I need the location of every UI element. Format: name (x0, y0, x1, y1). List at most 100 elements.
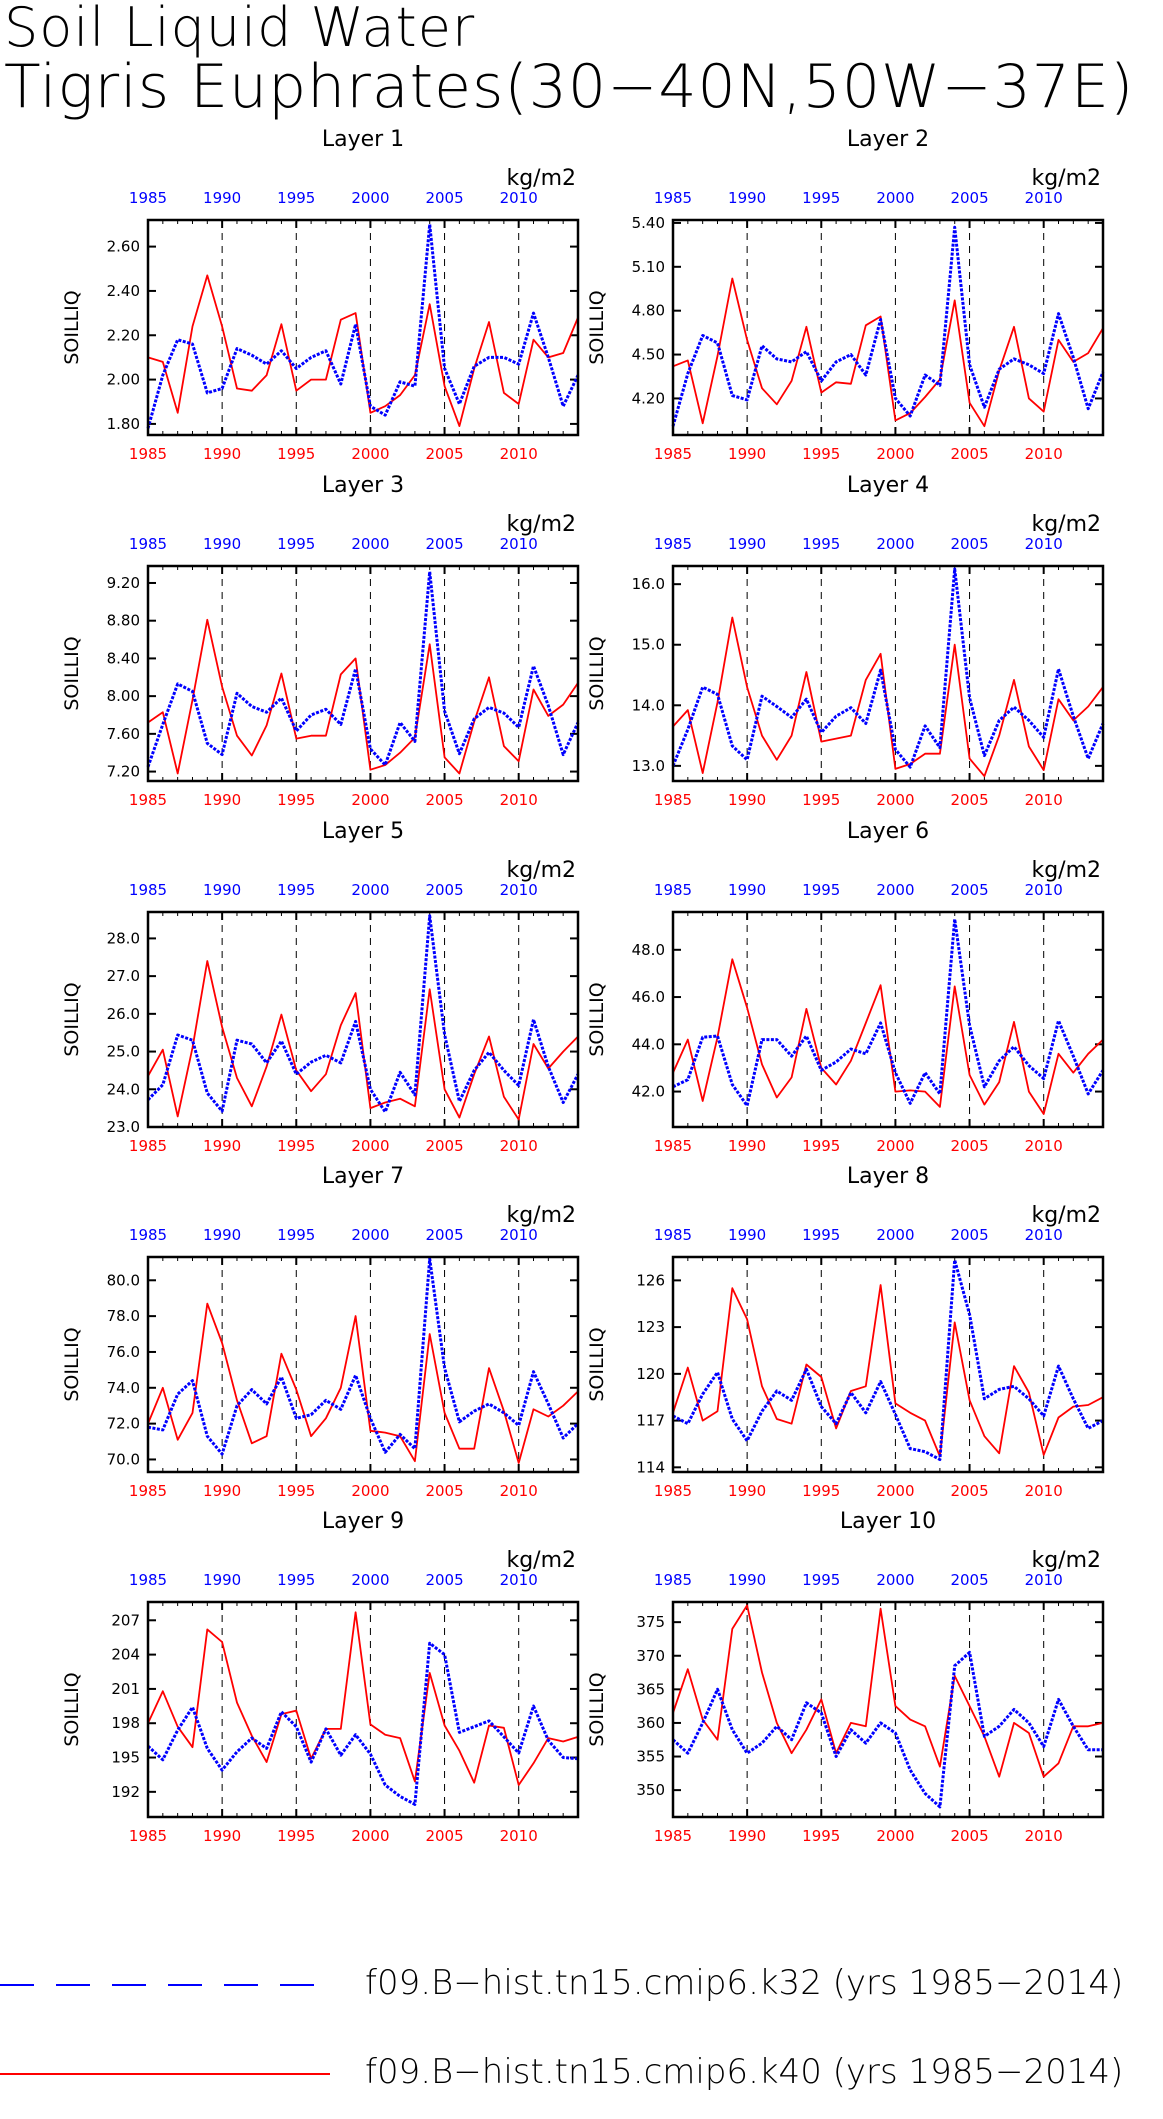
x-tick-label-bottom: 2010 (1025, 445, 1063, 463)
x-tick-label-top: 2010 (500, 881, 538, 899)
x-tick-label-bottom: 2005 (950, 1482, 988, 1500)
panel-title: Layer 2 (847, 127, 929, 152)
panel-title: Layer 7 (322, 1164, 404, 1189)
series-line-k32 (671, 567, 1105, 769)
series-line-k40 (147, 960, 579, 1121)
x-tick-label-bottom: 2010 (1025, 1482, 1063, 1500)
x-tick-label-bottom: 1985 (129, 445, 167, 463)
x-tick-label-top: 2010 (1025, 1571, 1063, 1589)
y-axis-label: SOILLIQ (61, 636, 83, 710)
y-tick-label: 14.0 (632, 696, 665, 714)
y-axis-label: SOILLIQ (586, 636, 608, 710)
panel-layer-5: Layer 5 kg/m2 SOILLIQ 1985 1985 1990 1990 1995 1… (61, 819, 580, 1155)
x-tick-label-bottom: 2010 (500, 1827, 538, 1845)
x-tick-label-top: 2005 (425, 1226, 463, 1244)
series-line-k40 (672, 1604, 1104, 1778)
x-tick-label-top: 2010 (500, 189, 538, 207)
x-tick-label-top: 2000 (876, 535, 914, 553)
y-tick-label: 25.0 (107, 1043, 140, 1061)
legend-label-k40: f09.B−hist.tn15.cmip6.k40 (yrs 1985−2014… (365, 2052, 1124, 2092)
series-line-k40 (147, 1611, 579, 1786)
series-line-k32 (146, 914, 580, 1114)
units-label: kg/m2 (1031, 1203, 1101, 1228)
x-tick-label-bottom: 2010 (500, 791, 538, 809)
x-tick-label-top: 1990 (203, 881, 241, 899)
x-tick-label-top: 1990 (728, 189, 766, 207)
y-tick-label: 7.20 (107, 763, 140, 781)
x-tick-label-top: 1995 (277, 1571, 315, 1589)
y-tick-label: 26.0 (107, 1005, 140, 1023)
x-tick-label-top: 2005 (950, 881, 988, 899)
x-tick-label-top: 2010 (500, 1571, 538, 1589)
y-tick-label: 4.20 (632, 389, 665, 407)
plot-frame (146, 910, 580, 1129)
units-label: kg/m2 (506, 1548, 576, 1573)
x-tick-label-bottom: 2000 (876, 445, 914, 463)
x-tick-label-top: 1995 (277, 535, 315, 553)
y-tick-label: 13.0 (632, 757, 665, 775)
x-tick-label-top: 2010 (1025, 535, 1063, 553)
y-tick-label: 350 (636, 1781, 665, 1799)
x-tick-label-top: 1990 (203, 189, 241, 207)
y-axis-label: SOILLIQ (586, 1672, 608, 1746)
units-label: kg/m2 (1031, 512, 1101, 537)
y-tick-label: 76.0 (107, 1343, 140, 1361)
units-label: kg/m2 (506, 1203, 576, 1228)
series-line-k32 (147, 1257, 580, 1456)
y-tick-label: 114 (636, 1458, 665, 1476)
x-tick-label-top: 2005 (950, 1226, 988, 1244)
x-tick-label-bottom: 1985 (654, 1482, 692, 1500)
y-tick-label: 46.0 (632, 988, 665, 1006)
panel-title: Layer 1 (322, 127, 404, 152)
y-tick-label: 8.80 (107, 612, 140, 630)
x-tick-label-bottom: 1990 (203, 1482, 241, 1500)
legend-label-k32: f09.B−hist.tn15.cmip6.k32 (yrs 1985−2014… (365, 1963, 1124, 2003)
legend-entry-k32: f09.B−hist.tn15.cmip6.k32 (yrs 1985−2014… (0, 1955, 1163, 2015)
x-tick-label-bottom: 2000 (351, 1482, 389, 1500)
x-tick-label-top: 2010 (1025, 1226, 1063, 1244)
x-tick-label-bottom: 2005 (950, 1827, 988, 1845)
x-tick-label-top: 2005 (950, 189, 988, 207)
x-tick-label-top: 1990 (203, 1571, 241, 1589)
x-tick-label-bottom: 2000 (876, 1137, 914, 1155)
panel-layer-3: Layer 3 kg/m2 SOILLIQ 1985 1985 1990 1990 1995 1… (61, 473, 580, 809)
y-tick-label: 192 (111, 1783, 140, 1801)
x-tick-label-bottom: 2005 (950, 791, 988, 809)
x-tick-label-bottom: 1995 (277, 1482, 315, 1500)
x-tick-label-bottom: 1995 (802, 1137, 840, 1155)
x-tick-label-top: 2000 (876, 189, 914, 207)
legend-line-k40 (0, 2073, 330, 2075)
x-tick-label-top: 2000 (351, 1226, 389, 1244)
y-tick-label: 16.0 (632, 575, 665, 593)
x-tick-label-top: 2010 (500, 1226, 538, 1244)
x-tick-label-bottom: 1995 (277, 1137, 315, 1155)
x-tick-label-bottom: 1990 (203, 791, 241, 809)
y-tick-label: 78.0 (107, 1307, 140, 1325)
y-axis-label: SOILLIQ (61, 290, 83, 364)
plot-frame (146, 1600, 580, 1819)
y-tick-label: 27.0 (107, 967, 140, 985)
x-tick-label-top: 1990 (728, 1571, 766, 1589)
y-tick-label: 48.0 (632, 941, 665, 959)
y-tick-label: 201 (111, 1680, 140, 1698)
x-tick-label-bottom: 2005 (425, 1482, 463, 1500)
y-tick-label: 5.10 (632, 258, 665, 276)
series-line-k32 (671, 225, 1105, 427)
panel-title: Layer 6 (847, 819, 929, 844)
panel-layer-1: Layer 1 kg/m2 SOILLIQ 1985 1985 1990 1990 1995 1… (61, 127, 580, 463)
x-tick-label-top: 1995 (802, 1571, 840, 1589)
x-tick-label-top: 2000 (351, 1571, 389, 1589)
y-tick-label: 370 (636, 1647, 665, 1665)
y-tick-label: 4.50 (632, 346, 665, 364)
series-line-k40 (672, 616, 1104, 778)
panel-title: Layer 4 (847, 473, 929, 498)
x-tick-label-bottom: 2000 (876, 1827, 914, 1845)
series-line-k40 (147, 1302, 579, 1464)
x-tick-label-bottom: 1985 (654, 1827, 692, 1845)
units-label: kg/m2 (1031, 858, 1101, 883)
plot-frame (146, 218, 580, 437)
units-label: kg/m2 (506, 166, 576, 191)
units-label: kg/m2 (1031, 1548, 1101, 1573)
y-axis-label: SOILLIQ (586, 1327, 608, 1401)
series-line-k40 (672, 1284, 1104, 1458)
